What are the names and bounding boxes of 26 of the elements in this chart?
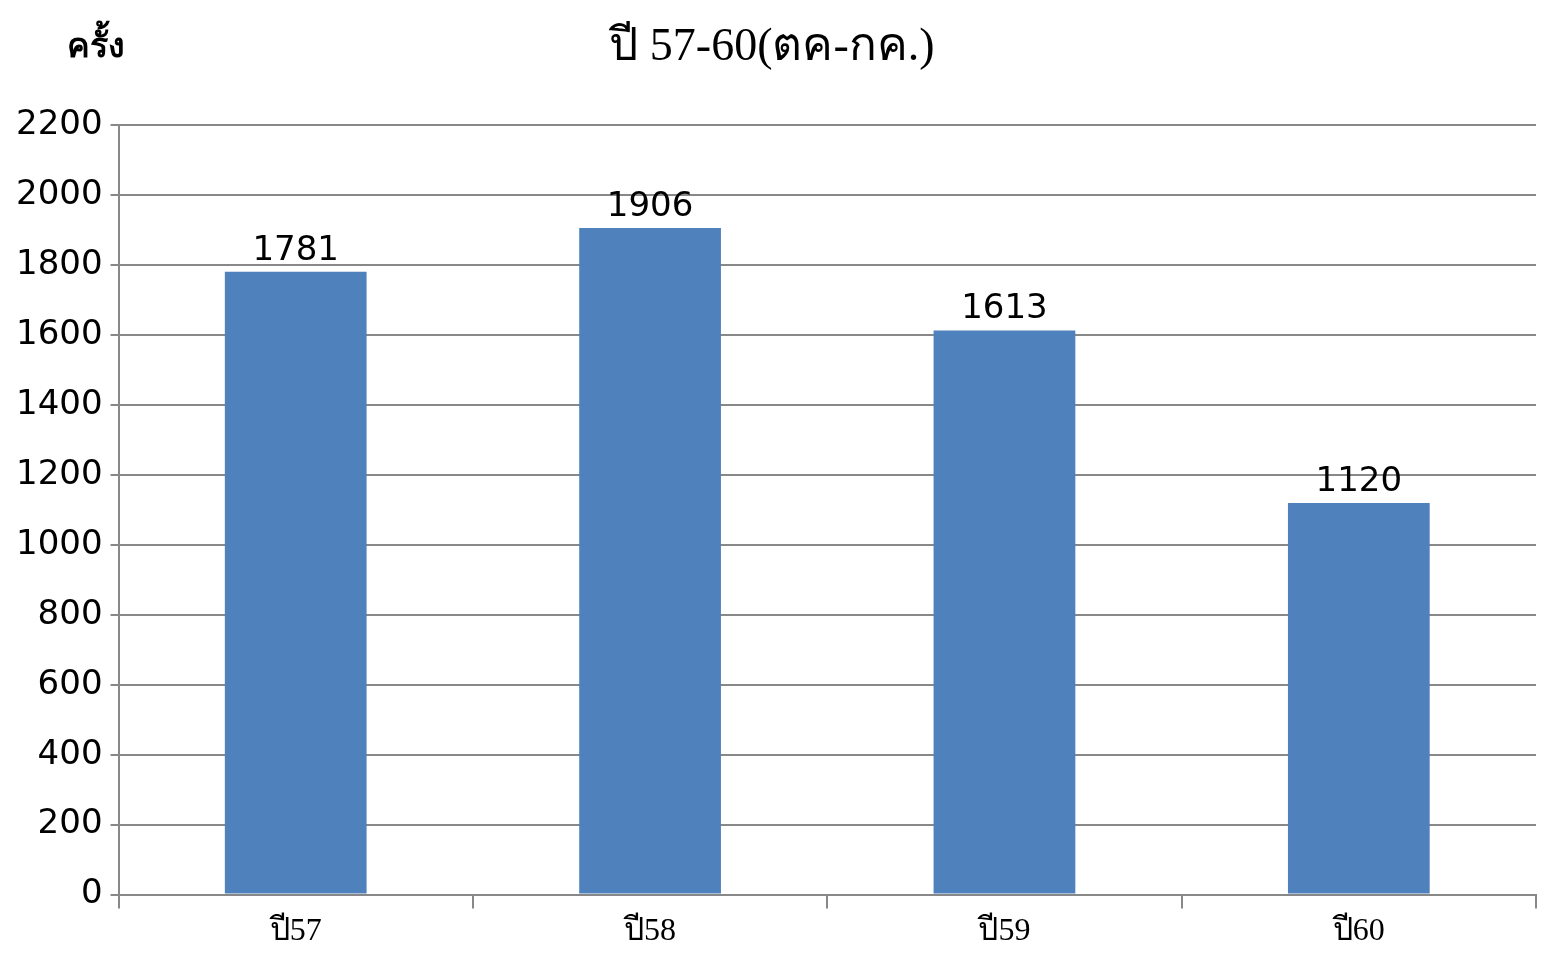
x-tick-label: ปี59 bbox=[977, 911, 1031, 948]
y-tick-label: 0 bbox=[80, 871, 103, 912]
y-tick-label: 800 bbox=[37, 591, 103, 632]
y-tick-label: 2200 bbox=[16, 102, 103, 143]
y-tick-label: 400 bbox=[37, 731, 103, 772]
y-tick-label: 1600 bbox=[16, 311, 103, 352]
bar bbox=[933, 330, 1076, 894]
y-tick-label: 200 bbox=[37, 801, 103, 842]
y-tick-label: 1200 bbox=[16, 451, 103, 492]
chart-title: ปี 57-60(ตค-กค.) bbox=[608, 18, 935, 70]
y-tick-label: 1800 bbox=[16, 241, 103, 282]
data-label: 1906 bbox=[606, 183, 694, 224]
y-tick-label: 1000 bbox=[16, 521, 103, 562]
data-label: 1781 bbox=[252, 227, 339, 268]
y-tick-label: 600 bbox=[37, 661, 103, 702]
y-tick-label: 1400 bbox=[16, 381, 103, 422]
y-tick-label: 2000 bbox=[16, 171, 103, 212]
x-tick-label: ปี57 bbox=[268, 911, 322, 948]
bar bbox=[1287, 502, 1430, 894]
data-label: 1613 bbox=[961, 286, 1048, 327]
y-axis-title: ครั้ง bbox=[67, 19, 125, 65]
data-label: 1120 bbox=[1315, 458, 1403, 499]
x-tick-label: ปี58 bbox=[623, 911, 677, 948]
x-tick-label: ปี60 bbox=[1331, 911, 1385, 948]
bar bbox=[579, 228, 721, 894]
bar bbox=[224, 271, 367, 894]
